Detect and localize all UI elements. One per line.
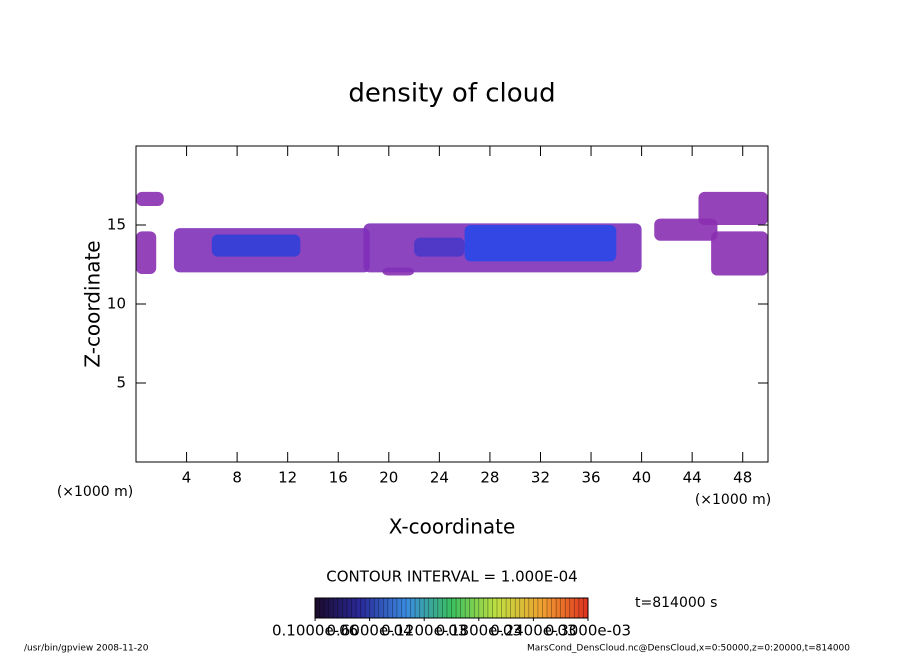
plot-frame bbox=[135, 145, 769, 463]
field bbox=[136, 191, 768, 276]
footer-right: MarsCond_DensCloud.nc@DensCloud,x=0:5000… bbox=[527, 644, 850, 654]
y-axis-label: Z-coordinate bbox=[81, 240, 105, 367]
cloud-region bbox=[698, 191, 768, 225]
x-axis-label: X-coordinate bbox=[389, 515, 516, 539]
time-label: t=814000 s bbox=[635, 595, 717, 611]
cloud-region bbox=[414, 237, 465, 257]
x-tick-label: 8 bbox=[232, 469, 242, 487]
colorbar: 0.1000e-060.6000e-040.1200e-030.1800e-03… bbox=[272, 597, 631, 640]
y-tick-label: 5 bbox=[116, 374, 126, 392]
footer-left: /usr/bin/gpview 2008-11-20 bbox=[24, 644, 149, 654]
y-tick-label: 10 bbox=[107, 295, 126, 313]
cloud-region bbox=[136, 191, 164, 207]
colorbar-tick-label: 0.3000e-03 bbox=[545, 622, 631, 640]
x-tick-label: 24 bbox=[430, 469, 449, 487]
colorbar-tick-label: 0.2400e-03 bbox=[490, 622, 576, 640]
x-tick-label: 36 bbox=[581, 469, 600, 487]
colorbar-tick-label: 0.1800e-03 bbox=[436, 622, 522, 640]
x-unit: (×1000 m) bbox=[57, 484, 133, 500]
x-tick-label: 4 bbox=[182, 469, 192, 487]
x-tick-label: 48 bbox=[733, 469, 752, 487]
x-tick-label: 20 bbox=[379, 469, 398, 487]
y-tick-label: 15 bbox=[107, 216, 126, 234]
x-tick-label: 40 bbox=[632, 469, 651, 487]
cloud-region bbox=[211, 234, 301, 257]
cloud-region bbox=[136, 231, 157, 274]
x-tick-label: 32 bbox=[531, 469, 550, 487]
cloud-region bbox=[464, 225, 617, 262]
colorbar-tick-label: 0.1200e-03 bbox=[381, 622, 467, 640]
contour-interval: CONTOUR INTERVAL = 1.000E-04 bbox=[326, 568, 577, 586]
x-tick-label: 44 bbox=[683, 469, 702, 487]
cloud-region bbox=[711, 231, 768, 276]
x-unit: (×1000 m) bbox=[695, 492, 771, 508]
x-tick-label: 28 bbox=[480, 469, 499, 487]
colorbar-tick-label: 0.1000e-06 bbox=[272, 622, 358, 640]
colorbar-tick-label: 0.6000e-04 bbox=[326, 622, 412, 640]
x-tick-label: 12 bbox=[278, 469, 297, 487]
chart-title: density of cloud bbox=[348, 79, 555, 109]
x-tick-label: 16 bbox=[329, 469, 348, 487]
